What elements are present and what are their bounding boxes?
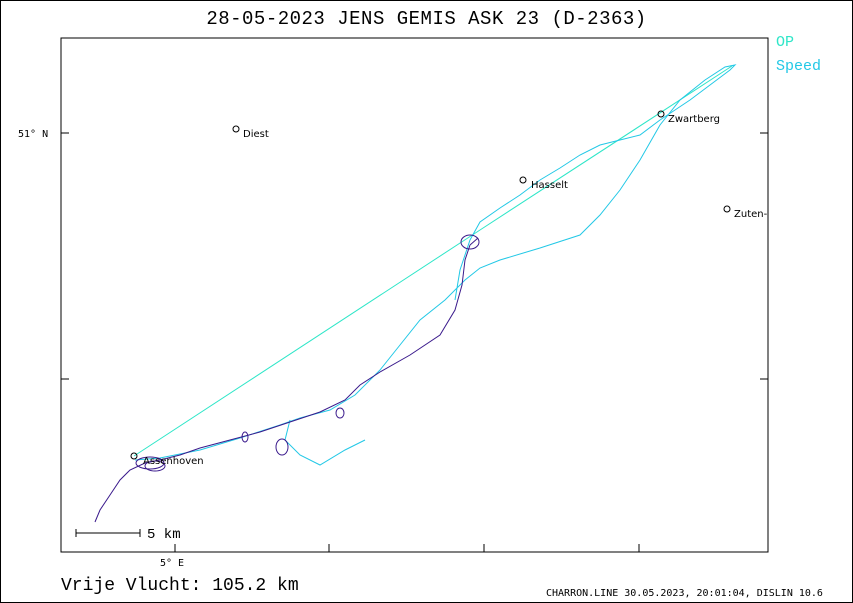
place-zwartberg: Zwartberg: [657, 110, 720, 125]
circle-marker-icon: [519, 176, 527, 184]
circle-marker-icon: [657, 110, 665, 118]
place-hasselt: Hasselt: [519, 176, 568, 191]
lon-label: 5° E: [160, 558, 184, 569]
place-assenhoven: Assenhoven: [130, 452, 204, 467]
svg-text:Hasselt: Hasselt: [531, 180, 568, 191]
chart-title: 28-05-2023 JENS GEMIS ASK 23 (D-2363): [206, 8, 647, 30]
slow-track: [94, 237, 479, 523]
distance-label: Vrije Vlucht: 105.2 km: [61, 576, 299, 596]
legend-speed: Speed: [776, 58, 822, 75]
place-zuten: Zuten-: [723, 205, 768, 220]
circle-marker-icon: [130, 452, 138, 460]
axis-ticks: [61, 132, 768, 552]
credit-label: CHARRON.LINE 30.05.2023, 20:01:04, DISLI…: [546, 588, 823, 599]
circle-marker-icon: [723, 205, 731, 213]
scale-label: 5 km: [147, 527, 181, 543]
scale-bar: 5 km: [75, 527, 181, 543]
svg-text:Diest: Diest: [243, 129, 269, 140]
op-line: [133, 65, 733, 457]
circle-marker-icon: [232, 125, 240, 133]
place-diest: Diest: [232, 125, 269, 140]
svg-text:Assenhoven: Assenhoven: [143, 456, 204, 467]
speed-track-tail: [284, 419, 366, 466]
lat-label: 51° N: [18, 129, 48, 140]
svg-text:Zuten-: Zuten-: [734, 209, 768, 220]
map-border: [60, 37, 769, 553]
legend-op: OP: [776, 34, 795, 51]
svg-text:Zwartberg: Zwartberg: [668, 114, 720, 125]
thermal-loops: [135, 234, 480, 472]
speed-track: [134, 64, 737, 461]
